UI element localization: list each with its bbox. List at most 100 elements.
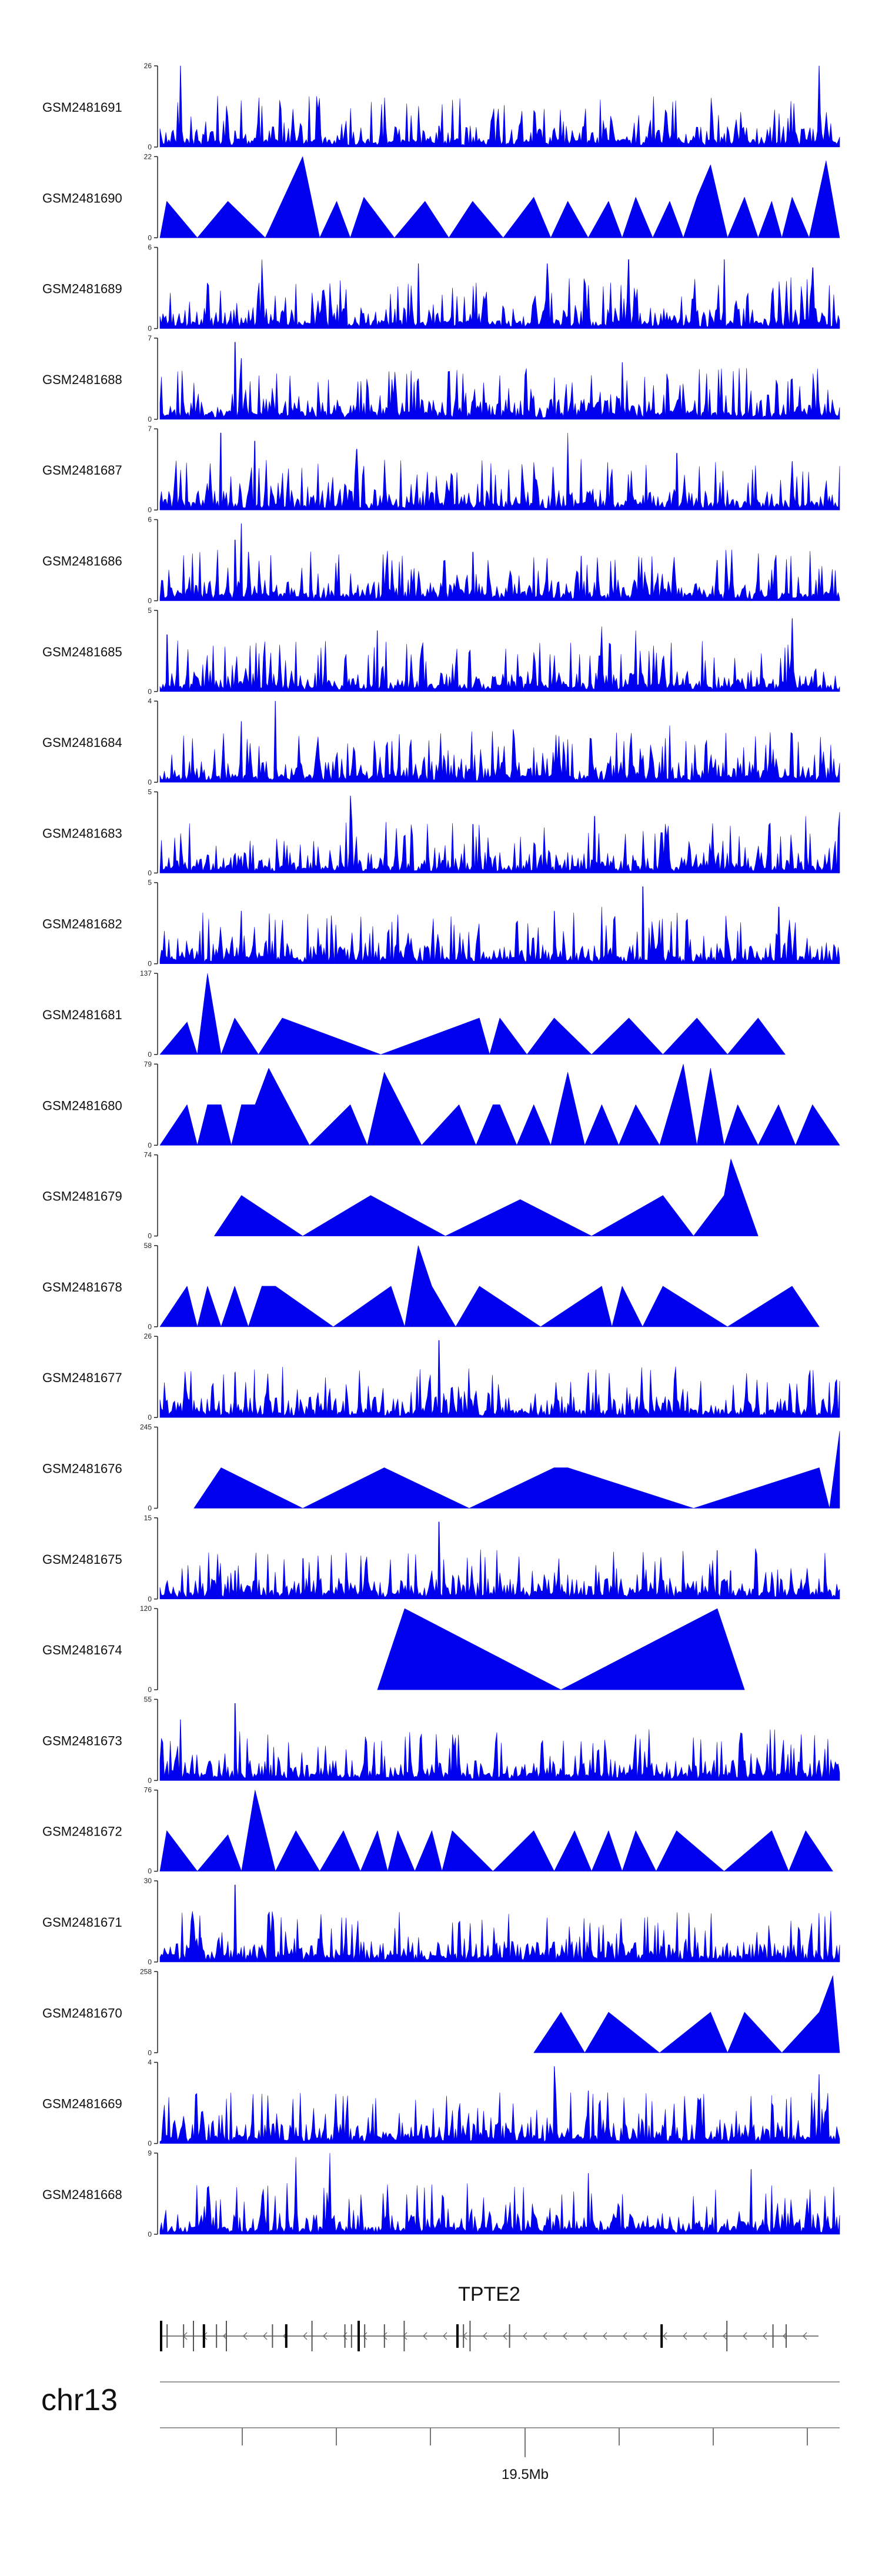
strand-arrow [663,2332,667,2340]
gene-model [160,2321,818,2351]
y-max-label: 22 [144,152,152,161]
exon [350,2324,352,2348]
strand-arrow [343,2332,348,2340]
exon [202,2324,205,2348]
track-label: GSM2481677 [42,1370,122,1385]
y-max-label: 5 [148,879,152,887]
exon [364,2324,366,2348]
track-GSM2481670: GSM2481670 258 0 [42,1967,840,2057]
track-label: GSM2481670 [42,2006,122,2020]
strand-arrow [743,2332,747,2340]
track-GSM2481680: GSM2481680 79 0 [42,1060,840,1149]
y-max-label: 4 [148,2058,152,2067]
exon [285,2324,288,2348]
gene-track: TPTE2 [160,2283,818,2351]
y-max-label: 137 [140,969,152,977]
y-max-label: 58 [144,1242,152,1250]
track-GSM2481689: GSM2481689 6 0 [42,243,840,333]
y-min-label: 0 [148,597,152,605]
y-max-label: 6 [148,516,152,524]
track-label: GSM2481689 [42,282,122,296]
strand-arrow [523,2332,527,2340]
strand-arrow [563,2332,567,2340]
exon [183,2324,185,2348]
y-min-label: 0 [148,1232,152,1240]
y-min-label: 0 [148,506,152,514]
track-label: GSM2481676 [42,1461,122,1476]
strand-arrow [443,2332,447,2340]
exon [166,2324,168,2348]
track-GSM2481688: GSM2481688 7 0 [42,334,840,423]
y-min-label: 0 [148,1958,152,1966]
track-label: GSM2481675 [42,1552,122,1567]
signal-area [159,700,840,783]
track-GSM2481676: GSM2481676 245 0 [42,1423,840,1513]
track-label: GSM2481679 [42,1189,122,1204]
track-label: GSM2481682 [42,917,122,932]
track-label: GSM2481681 [42,1007,122,1022]
track-GSM2481685: GSM2481685 5 0 [42,606,840,696]
track-GSM2481684: GSM2481684 4 0 [42,697,840,786]
exon [193,2321,194,2351]
strand-arrow [703,2332,707,2340]
y-min-label: 0 [148,960,152,968]
axis-ticks [242,2428,808,2457]
signal-area [159,523,840,601]
exon [160,2321,162,2351]
exon [311,2321,313,2351]
strand-arrow [803,2332,807,2340]
track-GSM2481690: GSM2481690 22 0 [42,152,840,242]
signal-area [214,1159,759,1236]
track-GSM2481675: GSM2481675 15 0 [42,1514,840,1603]
track-GSM2481674: GSM2481674 120 0 [42,1604,745,1694]
y-max-label: 5 [148,606,152,615]
y-min-label: 0 [148,2048,152,2057]
strand-arrow [623,2332,627,2340]
track-label: GSM2481668 [42,2187,122,2202]
track-label: GSM2481683 [42,826,122,840]
chromosome-label: chr13 [41,2383,118,2417]
track-label: GSM2481669 [42,2097,122,2111]
y-min-label: 0 [148,143,152,151]
y-max-label: 5 [148,788,152,796]
signal-area [533,1975,840,2053]
y-max-label: 79 [144,1060,152,1068]
signal-area [159,1521,840,1600]
strand-arrow [423,2332,427,2340]
strand-arrow [383,2332,387,2340]
y-min-label: 0 [148,325,152,333]
track-label: GSM2481685 [42,645,122,659]
strand-arrow [603,2332,607,2340]
y-min-label: 0 [148,1141,152,1149]
exon [660,2324,663,2348]
strand-arrow [543,2332,547,2340]
chromosome-axis: chr13 19.5Mb [41,2381,840,2482]
y-min-label: 0 [148,1504,152,1513]
strand-arrow [263,2332,268,2340]
track-label: GSM2481671 [42,1915,122,1930]
exon [216,2324,218,2348]
track-label: GSM2481686 [42,554,122,569]
y-min-label: 0 [148,1413,152,1422]
gene-label: TPTE2 [458,2283,520,2305]
strand-arrow [243,2332,248,2340]
track-label: GSM2481687 [42,463,122,478]
signal-area [159,1790,833,1871]
strand-arrow [303,2332,308,2340]
y-max-label: 245 [140,1423,152,1432]
signal-area [159,796,840,873]
signal-area [159,886,840,964]
exon [403,2321,405,2351]
y-max-label: 7 [148,334,152,342]
signal-area [159,259,840,329]
strand-arrow [643,2332,647,2340]
exon [344,2324,346,2348]
y-max-label: 4 [148,697,152,705]
strand-arrow [403,2332,407,2340]
y-max-label: 26 [144,62,152,70]
track-label: GSM2481691 [42,100,122,115]
track-GSM2481671: GSM2481671 30 0 [42,1877,840,1966]
y-max-label: 7 [148,425,152,433]
track-GSM2481687: GSM2481687 7 0 [42,425,840,514]
y-max-label: 9 [148,2149,152,2157]
